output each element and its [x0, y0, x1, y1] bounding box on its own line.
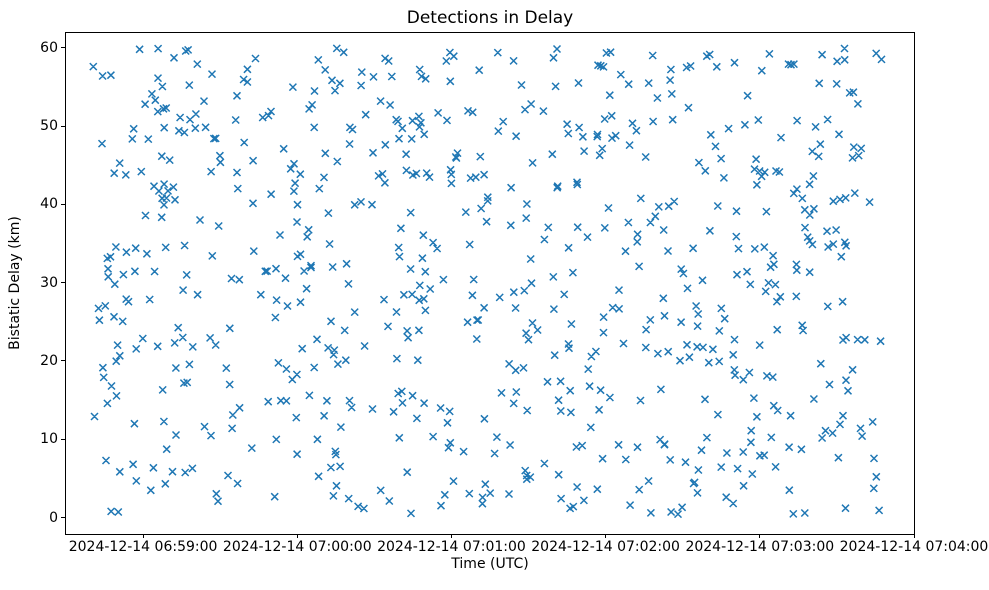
y-tick-label: 60: [40, 39, 58, 56]
y-tick-mark: [61, 517, 65, 519]
chart-title: Detections in Delay: [406, 8, 574, 28]
x-tick-label: 2024-12-14 07:04:00: [839, 539, 989, 555]
y-tick-mark: [61, 438, 65, 440]
x-tick-label: 2024-12-14 07:03:00: [685, 539, 835, 555]
x-axis-label: Time (UTC): [451, 556, 529, 572]
scatter-points-layer: [89, 44, 886, 519]
y-axis-label: Bistatic Delay (km): [7, 216, 23, 350]
x-tick-mark: [913, 534, 915, 538]
plot-area: [65, 32, 915, 535]
x-tick-label: 2024-12-14 07:02:00: [531, 539, 680, 555]
y-tick-label: 20: [40, 352, 58, 369]
x-tick-label: 2024-12-14 06:59:00: [68, 539, 218, 555]
y-tick-label: 0: [49, 509, 58, 526]
y-tick-mark: [61, 47, 65, 49]
x-tick-mark: [605, 534, 607, 538]
y-tick-mark: [61, 203, 65, 205]
y-tick-mark: [61, 282, 65, 284]
x-tick-label: 2024-12-14 07:01:00: [377, 539, 526, 555]
y-tick-label: 10: [40, 431, 58, 448]
x-tick-label: 2024-12-14 07:00:00: [222, 539, 372, 555]
x-tick-mark: [450, 534, 452, 538]
x-tick-mark: [759, 534, 761, 538]
y-tick-label: 30: [40, 274, 58, 291]
x-tick-mark: [296, 534, 298, 538]
y-tick-mark: [61, 360, 65, 362]
y-tick-label: 50: [40, 118, 58, 135]
x-tick-mark: [142, 534, 144, 538]
y-tick-label: 40: [40, 196, 58, 213]
scatter-points: [89, 44, 886, 519]
y-tick-mark: [61, 125, 65, 127]
